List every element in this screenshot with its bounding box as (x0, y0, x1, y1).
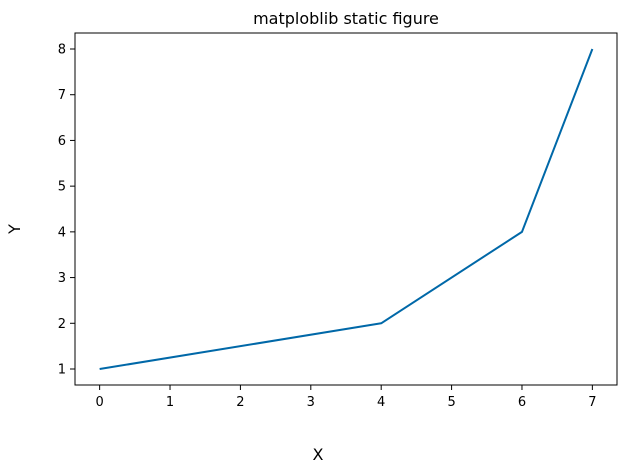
y-tick-label: 3 (58, 271, 66, 286)
x-tick-label: 4 (377, 395, 385, 410)
y-tick-label: 5 (58, 180, 66, 195)
y-axis-label: Y (5, 224, 24, 235)
series-layer (99, 48, 594, 370)
y-tick-label: 6 (58, 134, 66, 149)
x-tick-label: 3 (307, 395, 315, 410)
axes-frame (74, 32, 618, 386)
y-tick-label: 4 (58, 225, 66, 240)
y-tick-label: 7 (58, 88, 66, 103)
y-axis-ticks: 1 2 3 4 5 6 7 8 (58, 43, 75, 378)
y-tick-label: 2 (58, 317, 66, 332)
x-tick-label: 7 (588, 395, 596, 410)
y-tick-label: 8 (58, 43, 66, 58)
x-tick-label: 0 (95, 395, 103, 410)
plot-area: 0 1 2 3 4 5 6 7 1 2 3 4 5 6 7 8 (58, 32, 618, 410)
x-tick-label: 1 (166, 395, 174, 410)
x-tick-label: 6 (518, 395, 526, 410)
series-line (99, 48, 594, 370)
y-tick-label: 1 (58, 363, 66, 378)
x-axis-ticks: 0 1 2 3 4 5 6 7 (95, 385, 597, 410)
x-axis-label: X (313, 445, 324, 464)
chart-title: matploblib static figure (253, 9, 439, 28)
x-tick-label: 2 (236, 395, 244, 410)
x-tick-label: 5 (447, 395, 455, 410)
